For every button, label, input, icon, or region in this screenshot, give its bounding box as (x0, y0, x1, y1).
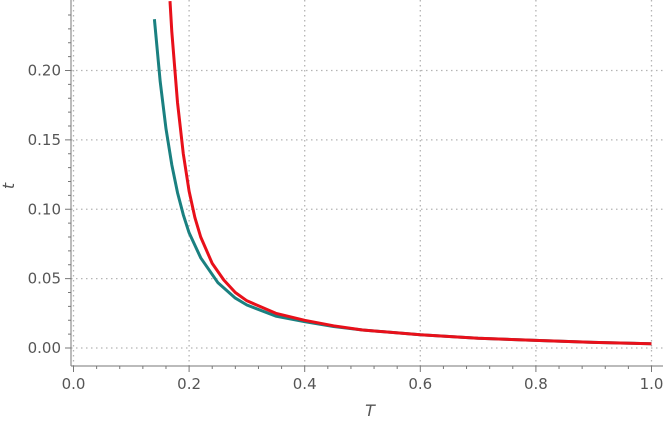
series-line-1 (152, 19, 652, 346)
x-tick-label: 0.6 (408, 375, 432, 393)
y-axis-label: t (0, 182, 18, 189)
x-tick-label: 0.4 (293, 375, 317, 393)
y-tick-label: 0.15 (28, 131, 61, 149)
series-group (152, 1, 652, 346)
x-tick-label: 1.0 (640, 375, 664, 393)
y-tick-label: 0.10 (28, 200, 61, 218)
x-axis-label: T (365, 401, 376, 420)
ticks: 0.0 0.2 0.4 0.6 0.8 1.0 0.00 0.05 0.10 0.15 0.20 (28, 14, 664, 393)
grid (71, 0, 663, 366)
x-tick-label: 0.8 (524, 375, 548, 393)
series-line-2 (168, 1, 652, 346)
x-tick-label: 0.2 (177, 375, 201, 393)
x-tick-label: 0.0 (62, 375, 86, 393)
y-tick-label: 0.00 (28, 339, 61, 357)
plot-frame (70, 0, 663, 367)
y-tick-label: 0.20 (28, 62, 61, 80)
y-tick-label: 0.05 (28, 270, 61, 288)
